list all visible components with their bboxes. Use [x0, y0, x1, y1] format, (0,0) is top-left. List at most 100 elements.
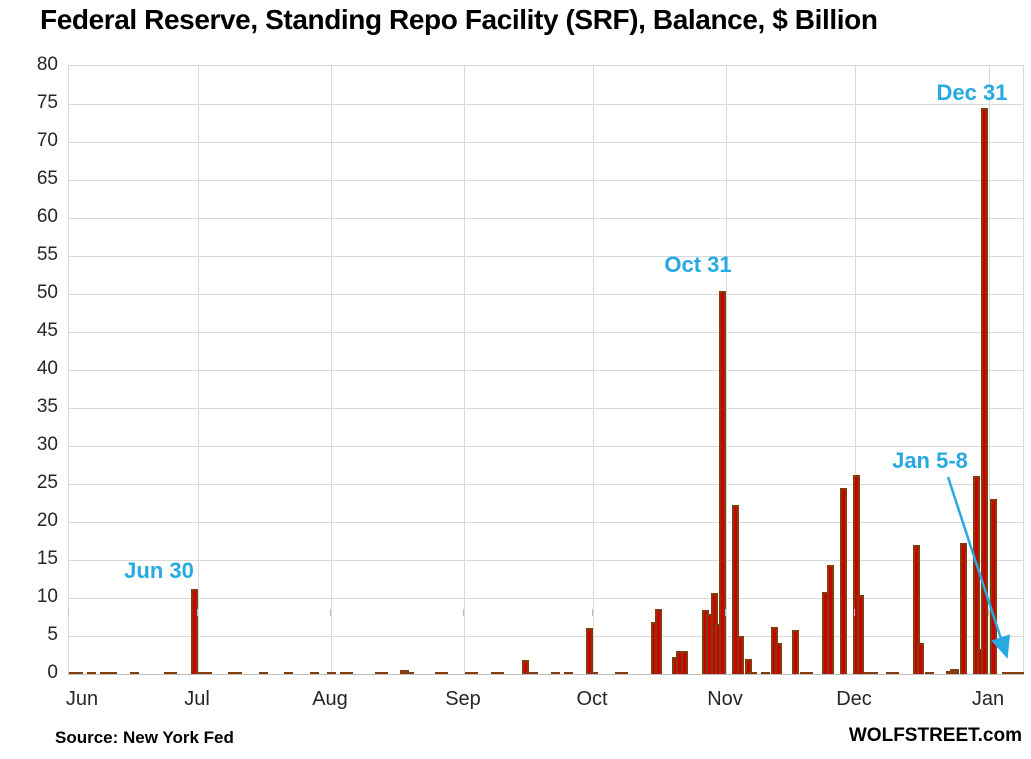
bar-sep-22 — [551, 672, 560, 674]
gridline-h — [69, 598, 1023, 599]
y-axis-tick-label: 20 — [36, 510, 58, 531]
x-axis-month-label: Dec — [836, 688, 872, 710]
bar-sep-25 — [564, 672, 573, 674]
bar-sep-30 — [586, 628, 593, 674]
x-axis-month-label: Jul — [184, 688, 210, 710]
y-axis-tick-label: 55 — [36, 244, 58, 265]
brand-watermark: WOLFSTREET.com — [848, 725, 1022, 746]
bar-aug-27 — [439, 672, 448, 674]
bar-aug-13 — [379, 672, 388, 674]
bar-dec-29 — [973, 476, 980, 674]
x-axis-tick — [988, 609, 989, 616]
x-axis-tick — [592, 609, 593, 616]
gridline-h — [69, 332, 1023, 333]
bar-jun-9 — [100, 672, 109, 674]
bar-dec-24 — [950, 669, 959, 674]
bar-jul-9 — [228, 672, 237, 674]
gridline-h — [69, 294, 1023, 295]
bar-aug-18 — [400, 670, 409, 674]
y-axis-tick-label: 40 — [36, 358, 58, 379]
bar-jun-30 — [191, 589, 198, 674]
gridline-h — [69, 522, 1023, 523]
gridline-h — [69, 560, 1023, 561]
gridline-v — [855, 66, 856, 674]
bar-jul-28 — [310, 672, 319, 674]
y-axis-tick-label: 65 — [36, 168, 58, 189]
bar-oct-22 — [681, 651, 688, 674]
annotation-jan-5-8: Jan 5-8 — [892, 448, 968, 473]
gridline-v — [989, 66, 990, 674]
bar-oct-16 — [655, 609, 662, 674]
bar-dec-18 — [925, 672, 934, 674]
bar-jun-25 — [168, 672, 177, 674]
bar-oct-1 — [589, 672, 598, 674]
gridline-h — [69, 636, 1023, 637]
bar-dec-26 — [960, 543, 967, 674]
bar-aug-5 — [344, 672, 353, 674]
bar-oct-8 — [619, 672, 628, 674]
chart-title: Federal Reserve, Standing Repo Facility … — [40, 4, 878, 35]
x-axis-tick — [197, 609, 198, 616]
y-axis-tick-label: 10 — [36, 586, 58, 607]
bar-nov-28 — [840, 488, 847, 674]
bar-nov-20 — [804, 672, 813, 674]
x-axis-month-label: Jun — [65, 688, 99, 710]
bar-jun-16 — [130, 672, 139, 674]
y-axis-tick-label: 30 — [36, 434, 58, 455]
bar-jul-16 — [259, 672, 268, 674]
gridline-v — [198, 66, 199, 674]
gridline-h — [69, 446, 1023, 447]
bar-jul-2 — [198, 672, 207, 674]
y-axis-tick-label: 75 — [36, 92, 58, 113]
y-axis-tick-label: 80 — [36, 54, 58, 75]
bar-dec-2 — [857, 595, 864, 674]
gridline-h — [69, 180, 1023, 181]
y-axis-tick-label: 15 — [36, 548, 58, 569]
bar-dec-1 — [853, 475, 860, 674]
x-axis-tick — [68, 609, 69, 616]
source-note: Source: New York Fed — [55, 728, 234, 747]
bar-nov-13 — [775, 643, 782, 674]
bar-nov-10 — [761, 672, 770, 674]
gridline-h — [69, 370, 1023, 371]
bar-jul-22 — [284, 672, 293, 674]
y-axis-tick-label: 35 — [36, 396, 58, 417]
bar-nov-3 — [732, 505, 739, 674]
gridline-v — [331, 66, 332, 674]
bar-nov-4 — [737, 636, 744, 674]
y-axis-tick-label: 25 — [36, 472, 58, 493]
gridline-v — [593, 66, 594, 674]
x-axis-tick — [330, 609, 331, 616]
bar-dec-16 — [917, 643, 924, 674]
gridline-h — [69, 142, 1023, 143]
annotation-dec-31: Dec 31 — [936, 80, 1008, 105]
bar-nov-7 — [748, 672, 757, 674]
bar-jun-6 — [87, 672, 96, 674]
x-axis-tick — [463, 609, 464, 616]
x-axis-month-label: Oct — [576, 688, 608, 710]
gridline-h — [69, 408, 1023, 409]
gridline-v — [464, 66, 465, 674]
x-axis-month-label: Sep — [445, 688, 481, 710]
bar-dec-31 — [981, 108, 988, 674]
x-axis-tick — [725, 609, 726, 616]
y-axis-tick-label: 45 — [36, 320, 58, 341]
gridline-h — [69, 104, 1023, 105]
x-axis-month-label: Nov — [707, 688, 743, 710]
bar-sep-15 — [522, 660, 529, 674]
bar-jul-3 — [203, 672, 212, 674]
x-axis-tick — [854, 609, 855, 616]
bar-jun-3 — [74, 672, 83, 674]
bar-jun-2 — [69, 672, 78, 674]
bar-jun-11 — [108, 672, 117, 674]
gridline-h — [69, 256, 1023, 257]
bar-dec-4 — [864, 672, 873, 674]
annotation-jun-30: Jun 30 — [124, 558, 194, 583]
annotation-oct-31: Oct 31 — [664, 252, 732, 277]
gridline-h — [69, 484, 1023, 485]
bar-nov-25 — [827, 565, 834, 674]
gridline-h — [69, 218, 1023, 219]
bar-aug-1 — [327, 672, 336, 674]
x-axis-month-label: Aug — [312, 688, 348, 710]
